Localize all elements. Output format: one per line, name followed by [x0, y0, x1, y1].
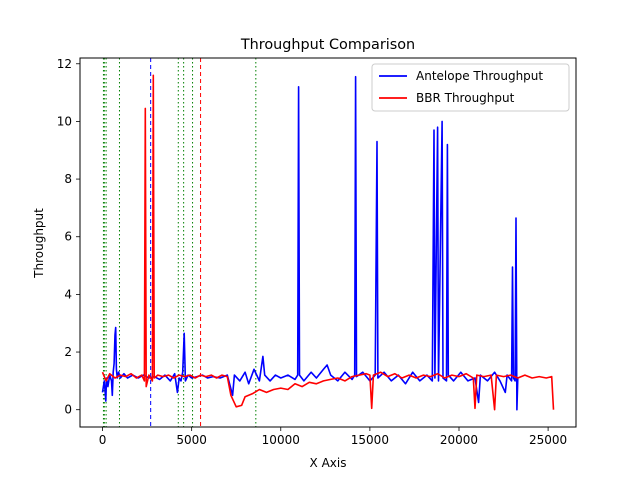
axes-frame	[79, 57, 577, 428]
y-axis-ticks: 0 2 4 6 8 10 12	[57, 57, 80, 417]
chart-title: Throughput Comparison	[240, 37, 415, 53]
legend-label-bbr: BBR Throughput	[416, 91, 515, 105]
y-tick-label: 4	[64, 287, 72, 301]
y-axis-label: Throughput	[32, 208, 46, 279]
x-axis-label: X Axis	[310, 456, 347, 470]
series-line-bbr	[101, 74, 555, 411]
y-tick-label: 12	[57, 57, 72, 71]
y-tick-label: 8	[64, 172, 72, 186]
y-tick-label: 2	[64, 345, 72, 359]
x-tick-label: 15000	[351, 433, 389, 447]
x-tick-label: 10000	[262, 433, 300, 447]
x-tick-label: 5000	[176, 433, 207, 447]
legend-box	[371, 63, 570, 112]
axes-border	[79, 57, 577, 428]
y-tick-label: 0	[64, 403, 72, 417]
x-tick-label: 25000	[529, 433, 567, 447]
plot-area	[101, 58, 555, 427]
legend-label-antelope: Antelope Throughput	[416, 69, 543, 83]
x-axis-ticks: 0 5000 10000 15000 20000 25000	[99, 427, 567, 447]
x-tick-label: 20000	[440, 433, 478, 447]
x-tick-label: 0	[99, 433, 107, 447]
y-tick-label: 10	[57, 114, 72, 128]
legend: Antelope Throughput BBR Throughput	[371, 63, 570, 112]
y-tick-label: 6	[64, 230, 72, 244]
